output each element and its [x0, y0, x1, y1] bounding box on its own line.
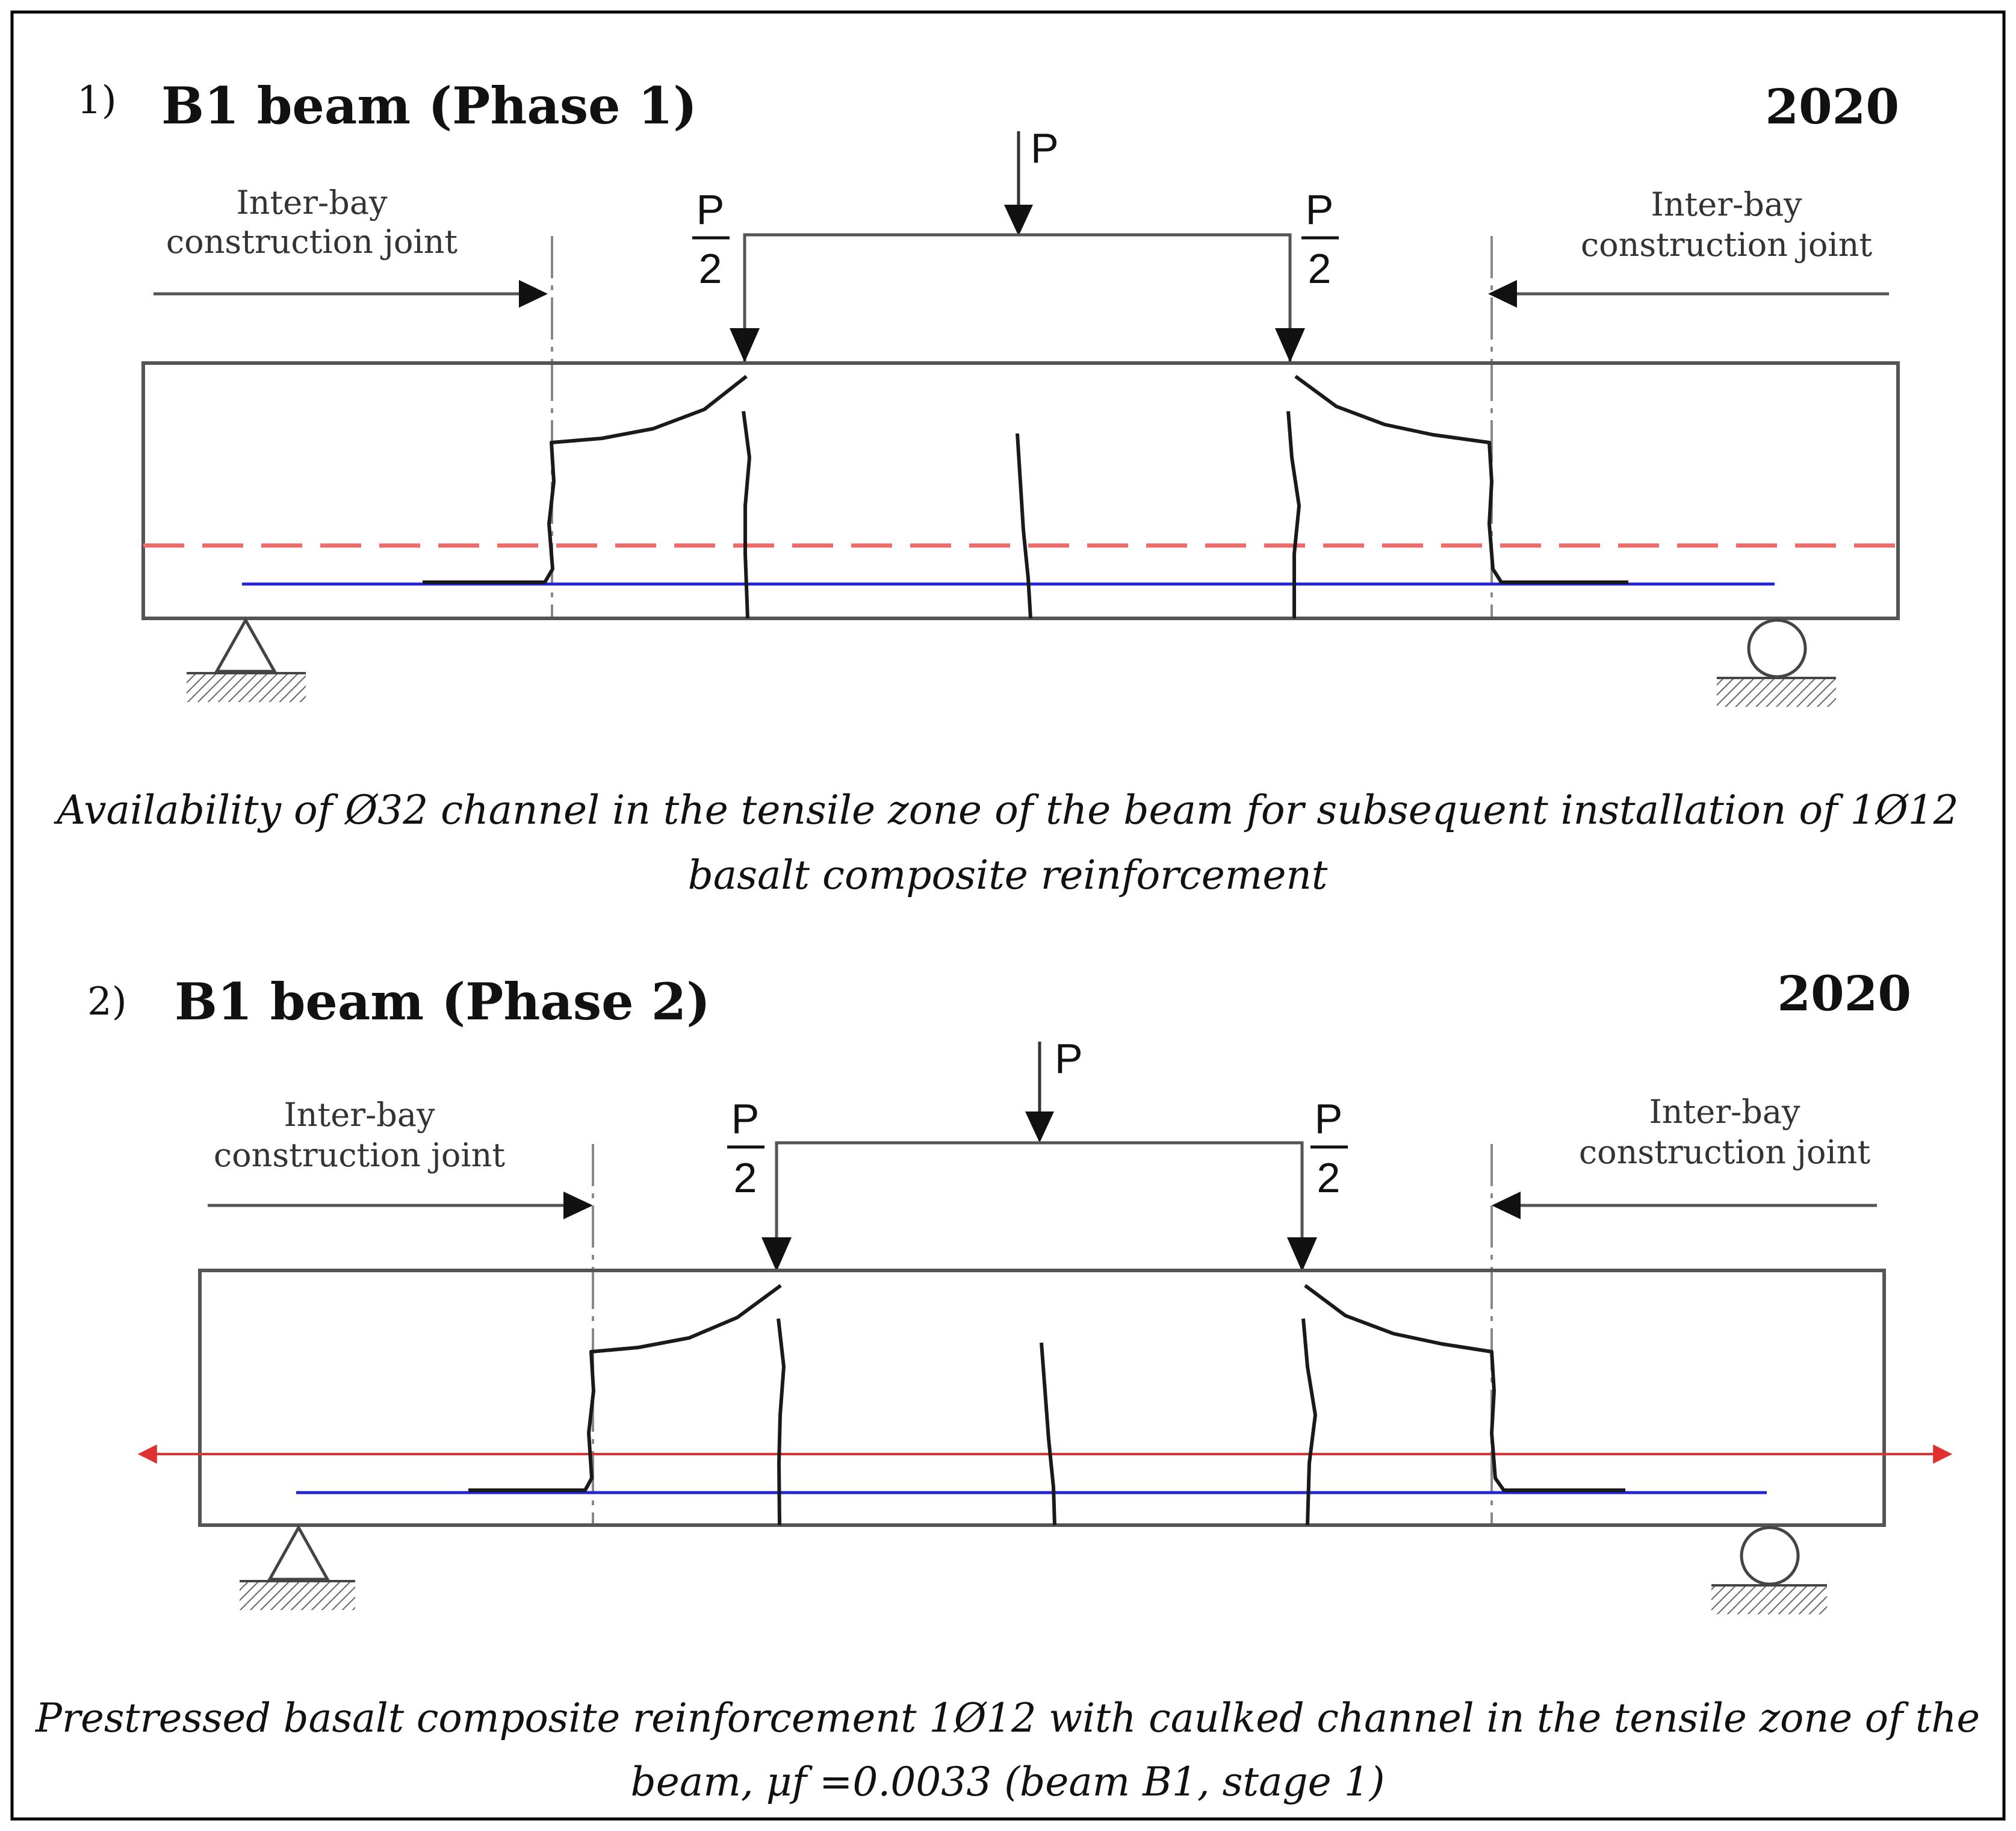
crack-left-outer [423, 375, 748, 584]
joint-label-right: Inter-bay construction joint [1581, 185, 1873, 264]
svg-text:Inter-bay: Inter-bay [284, 1096, 435, 1134]
half-load-right: P 2 [1310, 1095, 1348, 1201]
joint-label-right: Inter-bay construction joint [1579, 1093, 1871, 1171]
panel-2-title: B1 beam (Phase 2) [175, 972, 710, 1031]
svg-text:Inter-bay: Inter-bay [236, 184, 388, 222]
svg-text:P: P [731, 1095, 760, 1142]
pin-support-left [240, 1524, 355, 1610]
load-arrowhead-left [730, 328, 760, 362]
svg-text:2: 2 [1317, 1154, 1341, 1201]
crack-right-inner [1286, 411, 1301, 618]
crack-left-outer [468, 1284, 782, 1492]
svg-text:construction joint: construction joint [166, 223, 458, 261]
roller-support-right [1717, 618, 1836, 707]
svg-text:Inter-bay: Inter-bay [1651, 185, 1802, 223]
crack-right-outer [1304, 1284, 1625, 1492]
joint-arrowhead-left [563, 1192, 593, 1219]
pin-support-left [187, 617, 306, 702]
svg-text:P: P [1315, 1095, 1343, 1142]
load-spreader-beam [743, 233, 1292, 361]
panel-2-year: 2020 [1777, 965, 1911, 1022]
joint-arrowhead-right [1488, 280, 1517, 308]
svg-text:Inter-bay: Inter-bay [1649, 1093, 1800, 1131]
beam-outline [198, 1269, 1886, 1527]
svg-text:P: P [1306, 186, 1334, 233]
load-p: P [1031, 125, 1059, 172]
half-load-right: P 2 [1301, 186, 1339, 292]
panel-2-caption-line-2: beam, μf =0.0033 (beam B1, stage 1) [631, 1759, 1385, 1805]
outer-frame [10, 10, 2006, 1821]
load-p: P [1055, 1035, 1083, 1082]
load-arrowhead [1004, 205, 1033, 236]
crack-right-outer [1294, 375, 1628, 584]
load-arrowhead-right [1287, 1237, 1317, 1272]
joint-label-left: Inter-bay construction joint [166, 184, 458, 261]
joint-label-left: Inter-bay construction joint [214, 1096, 506, 1174]
svg-text:2: 2 [734, 1154, 757, 1201]
load-arrowhead [1025, 1111, 1054, 1143]
svg-text:construction joint: construction joint [1579, 1133, 1871, 1171]
panel-1-title: B1 beam (Phase 1) [161, 76, 697, 135]
joint-arrowhead-right [1492, 1192, 1521, 1219]
load-arrowhead-left [761, 1237, 792, 1272]
crack-left-inner [777, 1318, 786, 1526]
joint-arrowhead-left [519, 280, 548, 308]
svg-text:construction joint: construction joint [214, 1136, 506, 1174]
svg-text:2: 2 [699, 245, 722, 292]
beam-outline [141, 361, 1900, 620]
panel-1: 1) B1 beam (Phase 1) 2020 Inter-bay cons… [53, 76, 1958, 898]
crack-right-inner [1301, 1318, 1317, 1526]
load-arrowhead-right [1275, 328, 1305, 362]
half-load-left: P 2 [692, 186, 730, 292]
crack-left-inner [742, 411, 751, 619]
crack-middle [1016, 433, 1032, 619]
panel-2-caption-line-1: Prestressed basalt composite reinforceme… [35, 1695, 1980, 1741]
panel-2: 2) B1 beam (Phase 2) 2020 Inter-bay cons… [35, 965, 1980, 1805]
panel-2-number: 2) [87, 980, 127, 1024]
panel-1-number: 1) [77, 78, 117, 123]
crack-middle [1040, 1342, 1056, 1526]
svg-text:2: 2 [1308, 245, 1332, 292]
half-load-left: P 2 [727, 1095, 765, 1201]
svg-text:construction joint: construction joint [1581, 226, 1873, 264]
svg-text:P: P [696, 186, 725, 233]
roller-support-right [1711, 1526, 1827, 1614]
panel-1-caption-line-2: basalt composite reinforcement [688, 852, 1328, 898]
panel-1-year: 2020 [1765, 78, 1899, 135]
panel-1-caption-line-1: Availability of Ø32 channel in the tensi… [53, 787, 1958, 833]
load-spreader-beam [775, 1141, 1304, 1270]
